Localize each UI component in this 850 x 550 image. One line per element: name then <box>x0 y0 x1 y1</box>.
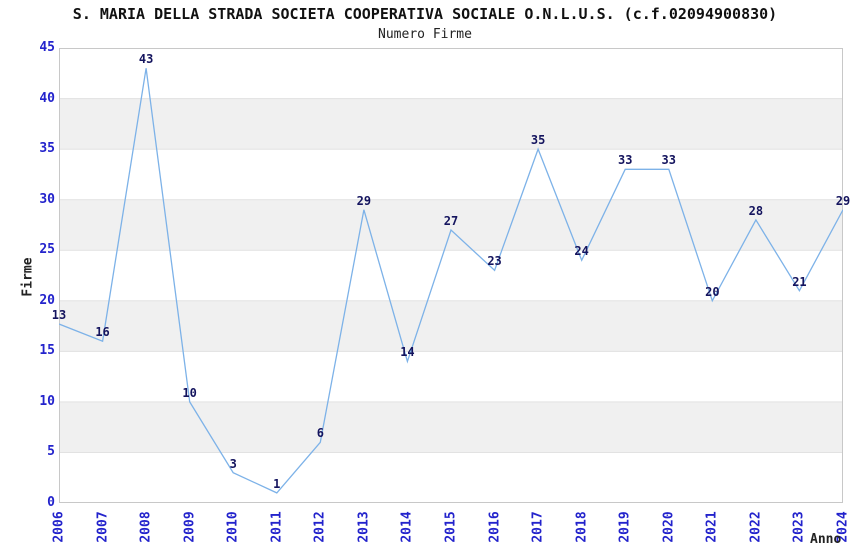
x-tick-label: 2009 <box>182 511 198 543</box>
x-tick-label: 2020 <box>661 511 677 543</box>
y-tick-label: 35 <box>39 141 55 157</box>
x-tick-label: 2011 <box>269 511 285 543</box>
x-tick-label: 2019 <box>617 511 633 543</box>
plot-area <box>59 48 843 503</box>
data-point-label: 6 <box>316 426 324 441</box>
x-tick-label: 2014 <box>399 511 415 543</box>
x-tick-label: 2013 <box>356 511 372 543</box>
x-tick-label: 2018 <box>574 511 590 543</box>
x-axis-title: Anno <box>810 532 842 547</box>
grid-band <box>59 401 843 453</box>
data-point-label: 20 <box>705 284 720 299</box>
data-point-label: 35 <box>530 133 546 148</box>
x-tick-label: 2021 <box>704 511 720 543</box>
data-point-label: 21 <box>792 274 807 289</box>
plot-border <box>59 48 843 503</box>
data-point-label: 33 <box>661 153 676 168</box>
x-tick-label: 2012 <box>312 511 328 543</box>
data-point-label: 13 <box>51 308 67 323</box>
x-tick-label: 2022 <box>748 511 764 543</box>
data-point-label: 29 <box>356 193 372 208</box>
x-tick-label: 2007 <box>95 511 111 543</box>
data-point-label: 29 <box>835 193 850 208</box>
chart-subtitle: Numero Firme <box>378 27 472 42</box>
data-point-label: 23 <box>487 254 502 269</box>
y-tick-label: 25 <box>39 242 55 258</box>
y-tick-label: 0 <box>47 495 55 511</box>
x-tick-label: 2023 <box>791 511 807 543</box>
data-point-label: 24 <box>574 244 589 259</box>
grid-band <box>59 300 843 352</box>
data-point-label: 33 <box>617 153 633 168</box>
x-tick-label: 2017 <box>530 511 546 543</box>
x-tick-label: 2008 <box>138 511 154 543</box>
data-point-label: 28 <box>748 203 764 218</box>
data-point-label: 27 <box>443 214 459 228</box>
data-point-label: 43 <box>138 52 154 67</box>
y-tick-label: 30 <box>39 191 55 207</box>
x-tick-label: 2010 <box>225 511 241 543</box>
chart-title: S. MARIA DELLA STRADA SOCIETA COOPERATIV… <box>72 5 778 23</box>
data-point-label: 16 <box>95 325 110 340</box>
y-tick-label: 10 <box>39 394 55 410</box>
grid-band <box>59 199 843 251</box>
data-point-label: 14 <box>400 345 415 360</box>
x-tick-label: 2016 <box>487 511 503 543</box>
y-tick-label: 40 <box>39 90 55 106</box>
data-point-label: 10 <box>182 385 197 400</box>
x-tick-label: 2006 <box>51 511 67 543</box>
grid-band <box>59 98 843 150</box>
data-point-label: 1 <box>273 476 281 491</box>
y-tick-label: 5 <box>47 444 55 460</box>
x-tick-label: 2015 <box>443 511 459 543</box>
y-tick-label: 15 <box>39 343 55 359</box>
y-tick-label: 45 <box>39 40 55 56</box>
firme-series-line <box>59 68 843 494</box>
data-point-label: 3 <box>229 456 237 471</box>
y-axis-title: Firme <box>20 257 36 297</box>
y-tick-label: 20 <box>39 293 55 309</box>
